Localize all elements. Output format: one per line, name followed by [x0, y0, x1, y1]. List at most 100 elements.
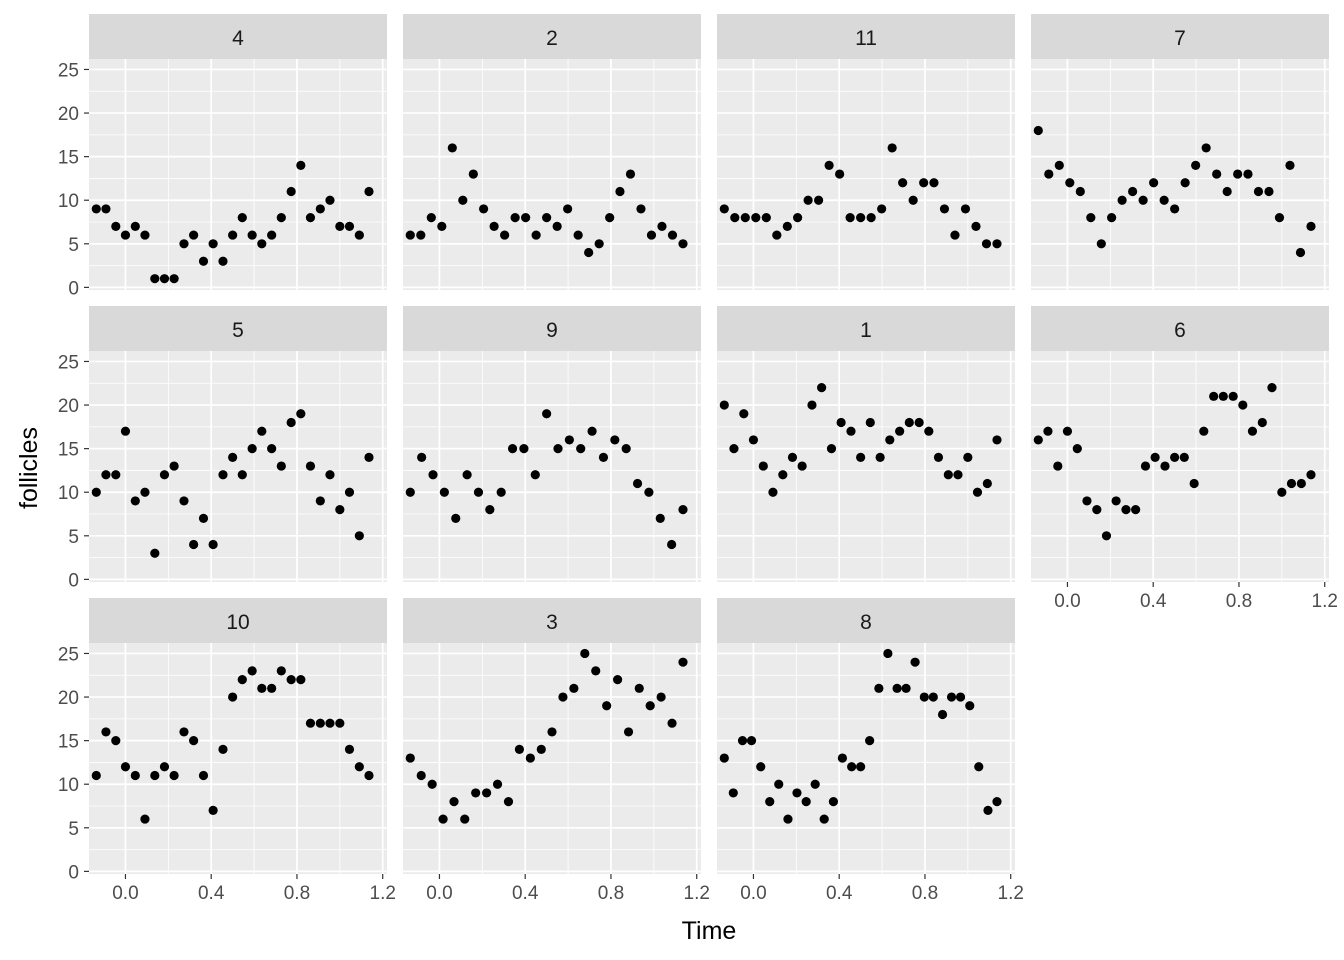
data-point: [580, 648, 590, 659]
data-point: [492, 779, 503, 789]
data-point: [416, 230, 426, 240]
data-point: [772, 230, 782, 240]
facet-strip: [717, 306, 1015, 351]
data-point: [439, 487, 449, 497]
data-point: [1065, 178, 1075, 188]
data-point: [656, 692, 666, 702]
data-point: [719, 753, 729, 763]
data-point: [591, 666, 601, 676]
y-tick-label: 20: [58, 688, 79, 709]
data-point: [1160, 461, 1170, 471]
data-point: [846, 426, 856, 436]
data-point: [552, 221, 562, 231]
data-point: [1082, 496, 1092, 506]
facet-strip-label: 6: [1174, 319, 1186, 342]
data-point: [1092, 505, 1102, 515]
data-point: [1222, 186, 1232, 197]
x-tick-label: 0.8: [284, 883, 310, 904]
data-point: [655, 513, 665, 523]
data-point: [1117, 195, 1127, 205]
data-point: [510, 213, 520, 223]
data-point: [120, 230, 131, 240]
data-point: [1233, 169, 1243, 179]
data-point: [740, 213, 750, 223]
data-point: [615, 186, 625, 197]
data-point: [644, 487, 654, 497]
data-point: [667, 718, 677, 728]
facet-panel-3: 3 0.0 0.4 0.8 1.2: [403, 598, 710, 904]
data-point: [405, 230, 415, 240]
data-point: [933, 452, 944, 462]
data-point: [150, 548, 160, 558]
data-point: [91, 770, 101, 781]
data-point: [765, 797, 775, 807]
data-point: [739, 409, 749, 419]
data-point: [159, 762, 170, 772]
data-point: [462, 470, 472, 480]
data-point: [247, 666, 257, 676]
data-point: [335, 505, 345, 515]
x-tick-label: 0.4: [1140, 591, 1167, 612]
data-point: [218, 744, 228, 754]
x-tick-label: 0.4: [198, 883, 225, 904]
data-point: [783, 814, 793, 824]
data-point: [542, 213, 552, 223]
data-point: [1285, 160, 1295, 170]
data-point: [774, 779, 784, 789]
data-point: [130, 770, 140, 781]
data-point: [427, 779, 437, 789]
data-point: [573, 230, 583, 240]
x-tick-label: 0.4: [512, 883, 539, 904]
data-point: [237, 675, 247, 685]
data-point: [354, 230, 364, 240]
data-point: [111, 221, 121, 231]
data-point: [613, 675, 623, 685]
data-point: [208, 239, 218, 249]
data-point: [992, 797, 1002, 807]
facet-strip: [717, 14, 1015, 59]
data-point: [919, 178, 929, 188]
facet-panel-10: 10 0 5 10 15 20 25 0.0 0.4 0.8 1.2: [58, 598, 396, 904]
facet-panel-8: 8 0.0 0.4 0.8 1.2: [717, 598, 1024, 904]
y-tick-label: 25: [58, 644, 79, 665]
data-point: [91, 204, 101, 214]
data-point: [1179, 452, 1189, 462]
x-tick-label: 0.0: [740, 883, 766, 904]
data-point: [305, 718, 316, 728]
data-point: [746, 736, 757, 746]
data-point: [437, 221, 447, 231]
data-point: [564, 435, 574, 445]
data-point: [344, 744, 355, 754]
data-point: [729, 444, 739, 454]
data-point: [558, 692, 568, 702]
data-point: [885, 435, 895, 445]
plot-panel-background: [89, 643, 387, 874]
data-point: [1306, 470, 1316, 480]
data-point: [960, 204, 971, 214]
data-point: [179, 239, 189, 249]
data-point: [1170, 204, 1180, 214]
data-point: [610, 435, 620, 445]
data-point: [405, 753, 415, 763]
y-tick-label: 10: [58, 191, 79, 212]
facet-strip-label: 9: [546, 319, 558, 342]
data-point: [267, 444, 277, 454]
x-tick-label: 1.2: [370, 883, 396, 904]
data-point: [91, 487, 101, 497]
data-point: [928, 692, 938, 702]
data-point: [892, 683, 902, 693]
data-point: [924, 426, 934, 436]
data-point: [678, 505, 688, 515]
data-point: [354, 762, 364, 772]
data-point: [761, 213, 771, 223]
data-point: [218, 256, 228, 266]
data-point: [101, 470, 111, 480]
data-point: [189, 230, 199, 240]
data-point: [1149, 178, 1159, 188]
data-point: [344, 221, 355, 231]
data-point: [981, 239, 992, 249]
x-tick-label: 0.8: [598, 883, 624, 904]
data-point: [198, 770, 209, 781]
data-point: [325, 195, 335, 205]
